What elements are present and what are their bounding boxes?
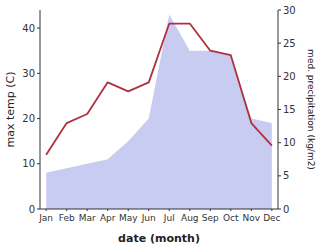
y2-tick-label: 0	[283, 204, 289, 215]
y2-tick	[278, 10, 281, 11]
x-tick-label: May	[119, 213, 138, 223]
y-tick	[37, 73, 40, 74]
y2-tick-label: 5	[283, 170, 289, 181]
x-tick-label: Mar	[79, 213, 96, 223]
y-tick	[37, 163, 40, 164]
y2-tick-label: 20	[283, 71, 296, 82]
x-tick	[128, 209, 129, 211]
x-tick-label: Oct	[223, 213, 239, 223]
x-axis-label: date (month)	[118, 232, 200, 245]
x-tick	[251, 209, 252, 211]
x-tick-label: Nov	[243, 213, 261, 223]
line	[46, 24, 272, 155]
y2-tick-label: 30	[283, 5, 296, 16]
y2-tick	[278, 76, 281, 77]
area	[46, 15, 272, 209]
x-tick-label: Dec	[263, 213, 280, 223]
y-tick-label: 30	[22, 68, 35, 79]
chart: 0 10 20 30 40 0 5 10 15 20 25 30 Jan Feb Mar AprMayJun J…	[0, 0, 318, 247]
x-tick-label: Feb	[59, 213, 75, 223]
y-tick-label: 0	[29, 204, 35, 215]
x-tick	[189, 209, 190, 211]
y2-tick-label: 15	[283, 104, 296, 115]
x-tick-label: Jan	[38, 213, 53, 223]
y2-tick	[278, 43, 281, 44]
x-tick-label: Jul	[163, 213, 175, 223]
x-tick-label: Apr	[100, 213, 116, 223]
x-tick	[107, 209, 108, 211]
y-axis-label: max temp (C)	[4, 71, 17, 147]
y2-tick	[278, 109, 281, 110]
y-tick	[37, 118, 40, 119]
y2-tick	[278, 142, 281, 143]
y2-tick-label: 25	[283, 38, 296, 49]
plot-area	[46, 15, 272, 209]
x-tick	[230, 209, 231, 211]
x-tick	[87, 209, 88, 211]
y-tick-label: 20	[22, 113, 35, 124]
x-tick	[271, 209, 272, 211]
y-tick	[37, 28, 40, 29]
x-tick	[66, 209, 67, 211]
x-tick-label: Aug	[181, 213, 199, 223]
y-tick-label: 40	[22, 23, 35, 34]
x-tick	[46, 209, 47, 211]
x-tick	[210, 209, 211, 211]
x-tick	[169, 209, 170, 211]
y2-tick	[278, 209, 281, 210]
y-tick-label: 10	[22, 158, 35, 169]
y-axis-line	[40, 10, 41, 209]
x-tick-label: Sep	[202, 213, 219, 223]
y2-tick-label: 10	[283, 137, 296, 148]
x-tick	[148, 209, 149, 211]
y2-tick	[278, 175, 281, 176]
x-axis-line	[40, 209, 278, 210]
y2-axis-label: med. precipitation (kg/m2)	[306, 49, 316, 170]
x-tick-label: Jun	[141, 213, 156, 223]
y-tick	[37, 209, 40, 210]
